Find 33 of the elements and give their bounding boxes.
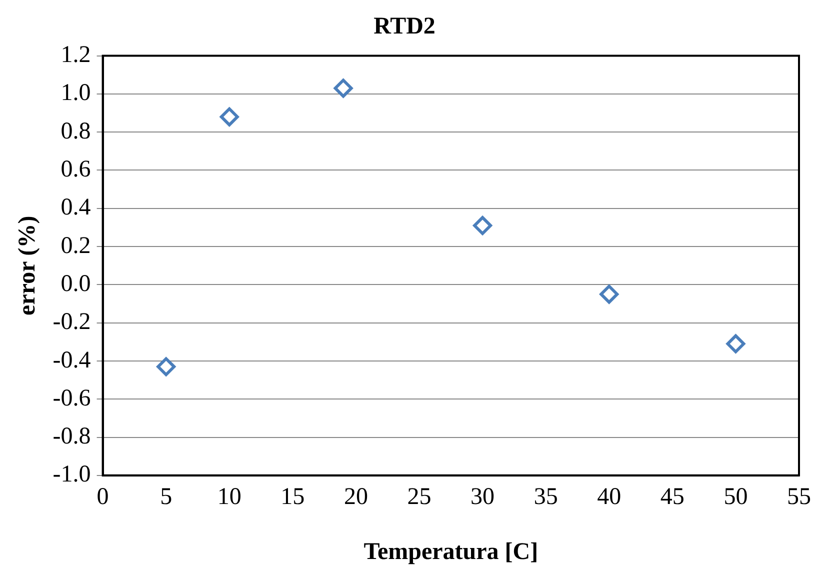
y-tick-label: 0.6 <box>60 156 91 183</box>
y-tick-label: -0.4 <box>52 347 91 374</box>
point <box>473 216 492 236</box>
y-tick-label: 0.0 <box>60 270 91 297</box>
y-tick-label: 1.0 <box>60 80 91 106</box>
y-tick-label: -0.6 <box>52 385 91 412</box>
x-tick-label: 50 <box>724 484 748 510</box>
y-tick-label: 0.2 <box>60 232 91 259</box>
point <box>600 284 619 304</box>
x-tick-label: 10 <box>217 484 242 510</box>
point <box>220 107 239 126</box>
x-tick-label: 20 <box>344 484 368 510</box>
x-tick-label: 35 <box>534 484 558 510</box>
x-tick-label: 55 <box>787 484 811 510</box>
x-tick-label: 15 <box>280 484 305 510</box>
x-tick-label: 40 <box>597 484 622 510</box>
x-tick-label: 0 <box>96 484 109 510</box>
chart-title: RTD2 <box>374 14 436 40</box>
x-tick-label: 45 <box>660 484 684 510</box>
point <box>334 78 353 98</box>
y-tick-label: 0.8 <box>60 118 91 144</box>
x-tick-label: 30 <box>470 484 495 510</box>
point <box>156 357 176 376</box>
y-tick-label: -1.0 <box>52 462 91 488</box>
y-tick-label: 0.4 <box>60 194 91 221</box>
y-tick-label: -0.8 <box>52 424 91 450</box>
x-tick-label: 5 <box>160 484 172 510</box>
x-tick-label: 25 <box>407 484 432 510</box>
y-axis-title: error (%) <box>14 216 41 316</box>
point <box>726 334 746 354</box>
y-tick-label: 1.2 <box>60 42 91 68</box>
x-axis-title: Temperatura [C] <box>364 538 538 565</box>
y-tick-label: -0.2 <box>52 309 91 336</box>
